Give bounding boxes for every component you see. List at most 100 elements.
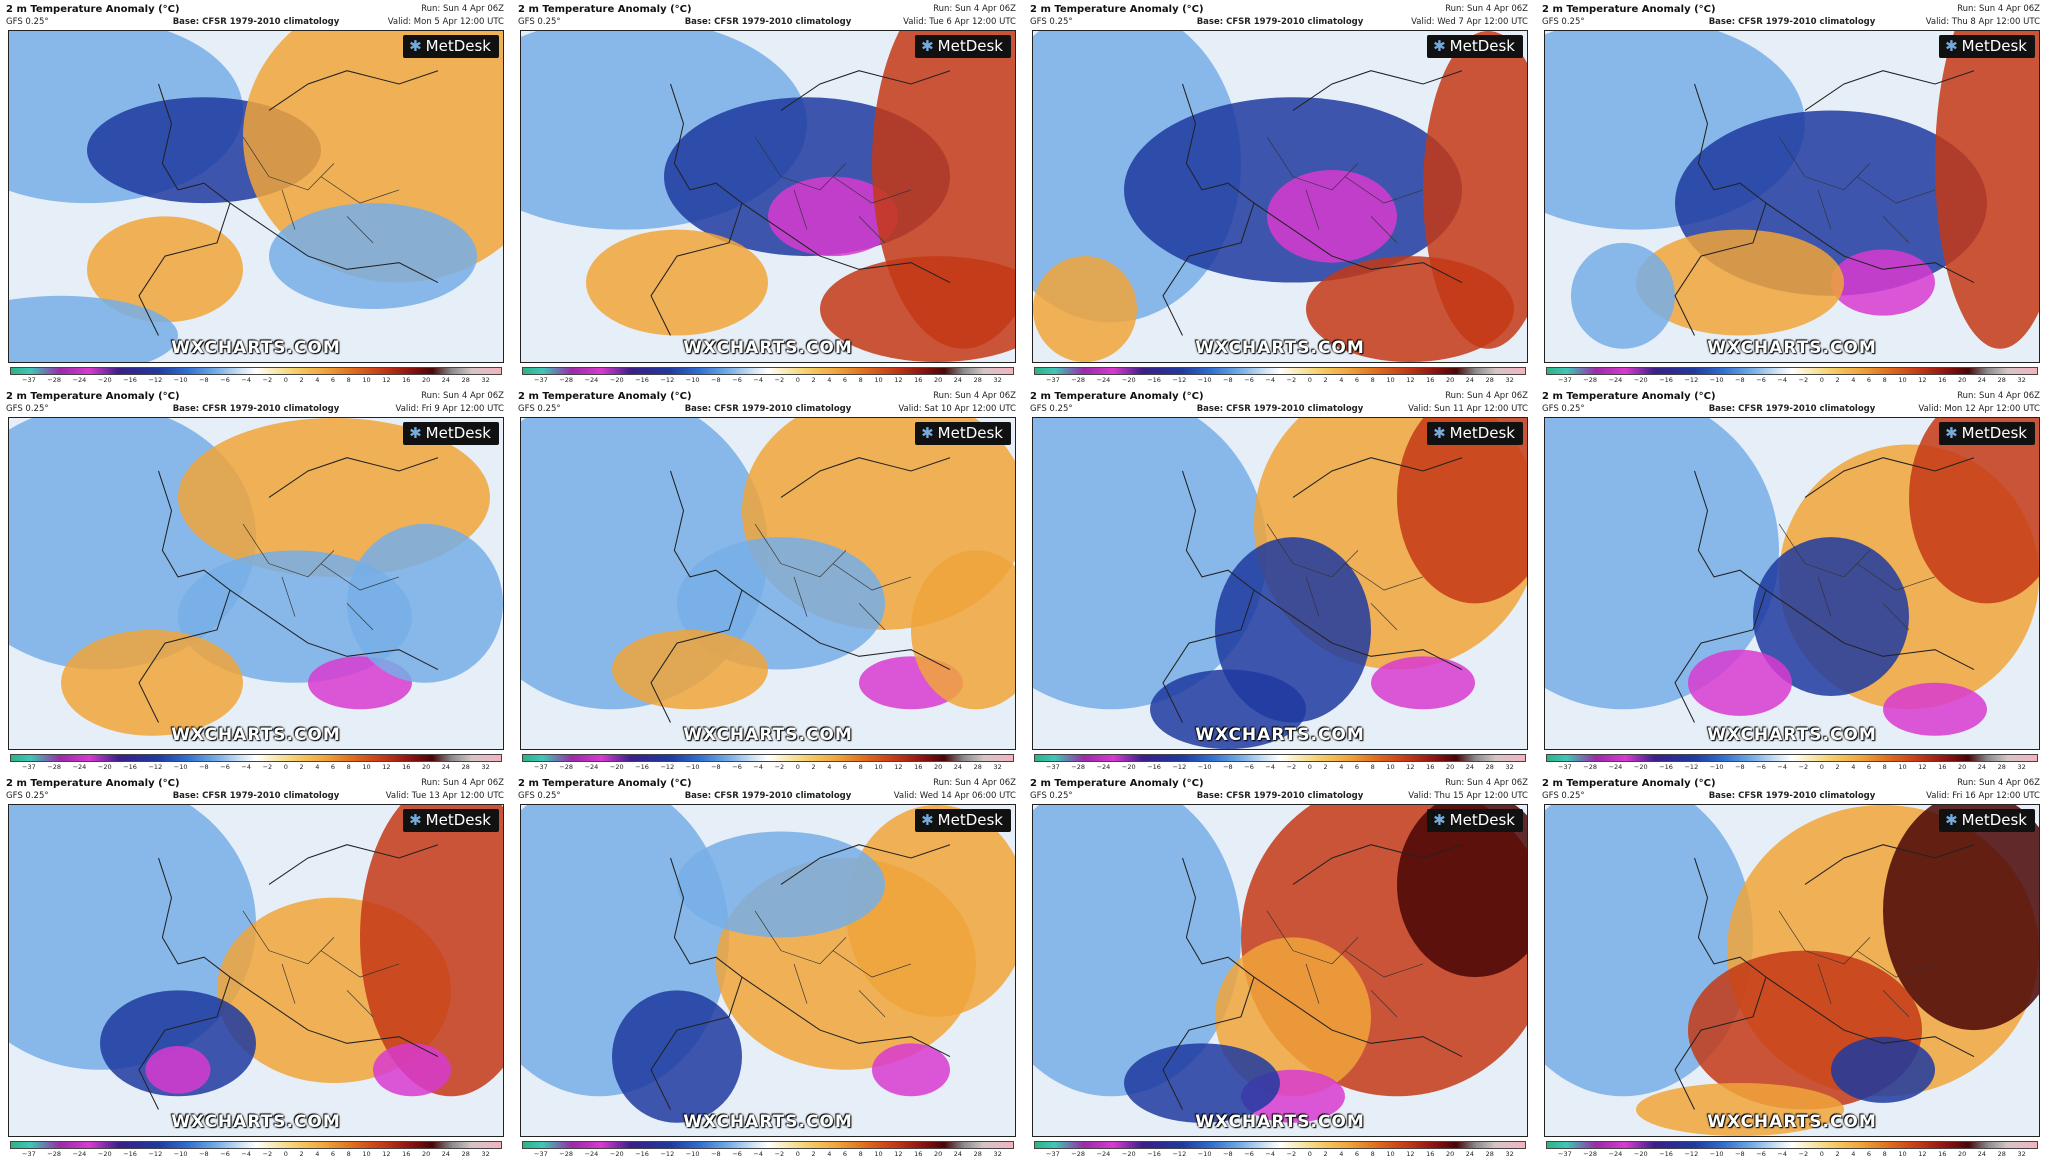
base-climatology-label: Base: CFSR 1979-2010 climatology [1196,17,1364,27]
colorbar [10,1141,502,1149]
anomaly-region-hot_extreme [1397,805,1527,978]
colorbar-tick-label: −20 [97,1150,112,1158]
run-label: Run: Sun 4 Apr 06Z [421,391,504,401]
anomaly-map[interactable]: ✱ MetDesk WXCHARTS.COM [520,417,1016,750]
colorbar-tick-label: 28 [973,1150,982,1158]
anomaly-map[interactable]: ✱ MetDesk WXCHARTS.COM [1544,417,2040,750]
colorbar-tick-label: −20 [1633,763,1648,771]
colorbar-tick-label: 6 [1354,1150,1360,1158]
colorbar-tick-label: −28 [1583,1150,1598,1158]
run-label: Run: Sun 4 Apr 06Z [933,778,1016,788]
colorbar-tick-label: −28 [47,763,62,771]
colorbar-tick-label: 2 [299,376,304,384]
colorbar-tick-label: 2 [1835,1150,1840,1158]
colorbar-tick-label: 8 [858,376,863,384]
colorbar [10,754,502,762]
anomaly-map[interactable]: ✱ MetDesk WXCHARTS.COM [8,417,504,750]
anomaly-region-cold_extreme [373,1043,451,1097]
colorbar-tick-label: −24 [1096,376,1111,384]
valid-time-label: Valid: Thu 15 Apr 12:00 UTC [1408,791,1528,801]
anomaly-map[interactable]: ✱ MetDesk WXCHARTS.COM [1032,30,1528,363]
logo-text: MetDesk [1449,424,1515,442]
colorbar-tick-label: −16 [1147,376,1161,384]
anomaly-map[interactable]: ✱ MetDesk WXCHARTS.COM [1032,804,1528,1137]
colorbar-tick-label: 12 [894,1150,903,1158]
colorbar-tick-label: −12 [148,1150,163,1158]
anomaly-map[interactable]: ✱ MetDesk WXCHARTS.COM [1544,30,2040,363]
colorbar-tick-label: 20 [1957,376,1967,384]
colorbar-tick-label: 16 [1426,376,1435,384]
colorbar-tick-label: 4 [827,376,832,384]
colorbar-tick-label: 16 [402,763,411,771]
colorbar-tick-label: 24 [953,763,963,771]
star-icon: ✱ [409,424,422,442]
panel-title: 2 m Temperature Anomaly (°C) [1030,391,1204,402]
coastline [650,70,951,336]
run-label: Run: Sun 4 Apr 06Z [1445,391,1528,401]
colorbar-tick-label: 8 [1882,1150,1887,1158]
colorbar-tick-label: 2 [299,1150,304,1158]
star-icon: ✱ [921,424,934,442]
anomaly-map[interactable]: ✱ MetDesk WXCHARTS.COM [8,30,504,363]
colorbar-tick-label: −10 [173,763,188,771]
colorbar-tick-label: −10 [1197,1150,1212,1158]
colorbar-tick-label: 6 [1866,763,1872,771]
anomaly-region-cold_extreme [145,1045,211,1094]
anomaly-region-cool [9,295,178,362]
colorbar-tick-label: −6 [732,376,742,384]
colorbar-tick-label: 0 [1307,1150,1312,1158]
run-label: Run: Sun 4 Apr 06Z [1957,778,2040,788]
coastline [138,70,439,336]
anomaly-region-hot [1935,31,2039,349]
colorbar-tick-label: −20 [97,763,112,771]
colorbar-tick-label: −8 [1223,1150,1233,1158]
country-borders [1778,523,1936,631]
anomaly-map[interactable]: ✱ MetDesk WXCHARTS.COM [520,30,1016,363]
colorbar-tick-label: −2 [262,376,273,384]
valid-time-label: Valid: Fri 16 Apr 12:00 UTC [1926,791,2040,801]
anomaly-map[interactable]: ✱ MetDesk WXCHARTS.COM [1544,804,2040,1137]
colorbar-tick-label: 8 [1370,763,1375,771]
colorbar-tick-label: −37 [1558,763,1572,771]
metdesk-logo: ✱ MetDesk [403,35,499,58]
colorbar-tick-label: −16 [1659,763,1673,771]
colorbar-ticks: −37 −28 −24 −20 −16 −12 −10 −8 −6 −4 −2 0 2 4 6 8 10 12 16… [534,376,1002,385]
chart-panel-10: 2 m Temperature Anomaly (°C) GFS 0.25° B… [516,778,1020,1159]
anomaly-map[interactable]: ✱ MetDesk WXCHARTS.COM [1032,417,1528,750]
chart-grid: 2 m Temperature Anomaly (°C) GFS 0.25° B… [4,4,2044,1159]
panel-title: 2 m Temperature Anomaly (°C) [518,4,692,15]
colorbar-tick-label: −8 [711,1150,721,1158]
colorbar-tick-label: −6 [1756,763,1766,771]
colorbar-tick-label: −4 [241,376,252,384]
colorbar-tick-label: 16 [1426,763,1435,771]
run-label: Run: Sun 4 Apr 06Z [1445,4,1528,14]
anomaly-map[interactable]: ✱ MetDesk WXCHARTS.COM [520,804,1016,1137]
colorbar-tick-label: 12 [1918,763,1927,771]
colorbar-tick-label: −20 [1633,376,1648,384]
colorbar-tick-label: 28 [1485,763,1494,771]
colorbar-tick-label: 20 [1957,1150,1967,1158]
colorbar-tick-label: −12 [1172,1150,1187,1158]
colorbar-tick-label: 4 [827,763,832,771]
colorbar-tick-label: −16 [635,763,649,771]
panel-header: 2 m Temperature Anomaly (°C) GFS 0.25° B… [4,391,508,417]
colorbar-tick-label: 12 [1406,1150,1415,1158]
colorbar-tick-label: −24 [1608,1150,1623,1158]
star-icon: ✱ [1433,37,1446,55]
panel-header: 2 m Temperature Anomaly (°C) GFS 0.25° B… [516,4,1020,30]
colorbar-tick-label: 2 [1323,376,1328,384]
model-label: GFS 0.25° [1030,17,1073,27]
metdesk-logo: ✱ MetDesk [915,35,1011,58]
colorbar-tick-label: −6 [732,763,742,771]
anomaly-map[interactable]: ✱ MetDesk WXCHARTS.COM [8,804,504,1137]
colorbar-tick-label: −4 [1265,763,1276,771]
colorbar-tick-label: −8 [199,763,209,771]
panel-header: 2 m Temperature Anomaly (°C) GFS 0.25° B… [4,4,508,30]
colorbar-tick-label: −8 [1223,763,1233,771]
anomaly-region-cool [1571,242,1675,349]
colorbar-tick-label: 4 [1339,763,1344,771]
colorbar-tick-label: −2 [1286,1150,1297,1158]
colorbar-tick-label: −12 [660,376,675,384]
colorbar-tick-label: 4 [1851,376,1856,384]
logo-text: MetDesk [1449,37,1515,55]
